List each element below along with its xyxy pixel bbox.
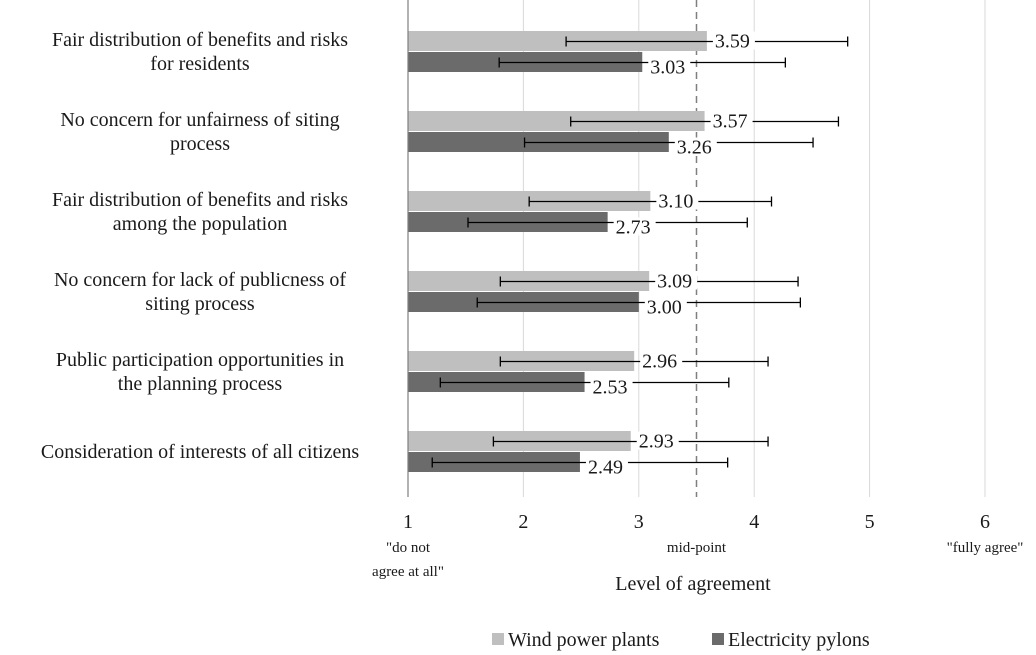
legend-label-wind: Wind power plants xyxy=(508,629,660,651)
legend-swatch-pylons xyxy=(712,633,724,645)
value-label: 3.03 xyxy=(650,57,685,79)
bar xyxy=(408,111,705,131)
value-label: 3.10 xyxy=(658,191,693,213)
value-label: 2.53 xyxy=(593,377,628,399)
legend-label-pylons: Electricity pylons xyxy=(728,629,870,651)
value-label-bg xyxy=(585,457,628,476)
value-label: 3.00 xyxy=(647,297,682,319)
value-labels: 3.59 3.03 3.573.26 3.10 2.73 3.09 3.00 2.96 2.53… xyxy=(585,31,755,479)
value-label-bg xyxy=(644,297,687,316)
value-label-bg xyxy=(656,191,699,210)
value-label-bg xyxy=(710,111,753,130)
value-label-bg xyxy=(648,57,691,76)
value-label-bg xyxy=(640,351,683,370)
value-label: 3.59 xyxy=(715,31,750,53)
category-label: Fair distribution of benefits and risks xyxy=(52,189,348,211)
value-label: 2.96 xyxy=(642,351,677,373)
category-label: Public participation opportunities in xyxy=(56,349,344,371)
anchor-label: agree at all" xyxy=(372,564,444,580)
legend-swatch-wind xyxy=(492,633,504,645)
bar xyxy=(408,31,707,51)
gridlines xyxy=(522,0,986,497)
category-label: process xyxy=(170,133,230,155)
tick-label: 4 xyxy=(749,511,759,533)
value-label-bg xyxy=(590,377,633,396)
anchor-label: "do not xyxy=(386,540,431,556)
x-axis-title: Level of agreement xyxy=(615,573,771,595)
bars xyxy=(408,31,707,472)
tick-label: 6 xyxy=(980,511,990,533)
category-label: the planning process xyxy=(118,373,283,395)
category-label: Fair distribution of benefits and risks xyxy=(52,29,348,51)
tick-label: 2 xyxy=(518,511,528,533)
value-label: 3.26 xyxy=(677,137,712,159)
category-label: Consideration of interests of all citize… xyxy=(41,441,359,463)
category-label: siting process xyxy=(145,293,255,315)
tick-label: 5 xyxy=(865,511,875,533)
value-label-bg xyxy=(674,137,717,156)
tick-label: 1 xyxy=(403,511,413,533)
x-axis: 1 2 3 4 5 6 "do not agree at all" mid-point "full… xyxy=(372,0,1023,580)
value-label-bg xyxy=(636,431,679,450)
anchor-label: mid-point xyxy=(667,540,727,556)
value-label-bg xyxy=(712,31,755,50)
value-label-bg xyxy=(613,217,656,236)
anchor-label: "fully agree" xyxy=(947,540,1024,556)
value-label: 3.57 xyxy=(713,111,748,133)
legend: Wind power plants Electricity pylons xyxy=(492,629,870,651)
tick-label: 3 xyxy=(634,511,644,533)
category-label: for residents xyxy=(150,53,250,75)
category-label: No concern for unfairness of siting xyxy=(60,109,339,131)
value-label-bg xyxy=(655,271,698,290)
category-labels: Fair distribution of benefits and risksf… xyxy=(41,29,359,463)
value-label: 2.93 xyxy=(639,431,674,453)
error-bars xyxy=(431,36,849,468)
value-label: 3.09 xyxy=(657,271,692,293)
category-label: among the population xyxy=(113,213,287,235)
category-label: No concern for lack of publicness of xyxy=(54,269,346,291)
value-label: 2.73 xyxy=(616,217,651,239)
value-label: 2.49 xyxy=(588,457,623,479)
